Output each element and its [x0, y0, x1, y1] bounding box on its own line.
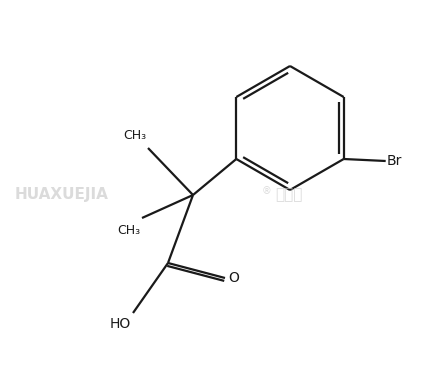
Text: HO: HO — [110, 317, 131, 331]
Text: CH₃: CH₃ — [117, 224, 140, 237]
Text: ®: ® — [262, 186, 272, 196]
Text: CH₃: CH₃ — [123, 129, 146, 142]
Text: O: O — [228, 271, 239, 285]
Text: Br: Br — [387, 154, 402, 168]
Text: HUAXUEJIA: HUAXUEJIA — [15, 188, 109, 203]
Text: 化学加: 化学加 — [275, 188, 302, 203]
